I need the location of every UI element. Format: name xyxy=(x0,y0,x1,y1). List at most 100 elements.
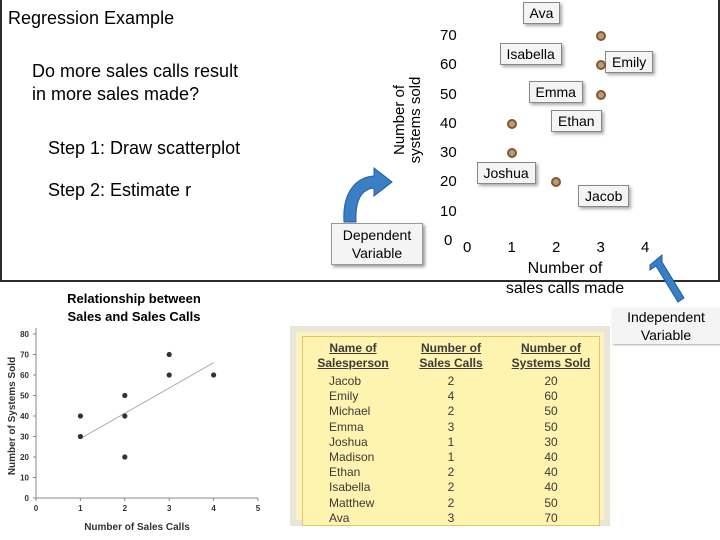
table-cell-r3-c2: 50 xyxy=(544,419,558,434)
slide-question: Do more sales calls result in more sales… xyxy=(32,61,239,104)
main-y-tick-20: 20 xyxy=(440,173,457,191)
main-point-label-ethan: Ethan xyxy=(551,109,602,132)
mini-point-5 xyxy=(166,372,172,378)
table-header-1: Number of Sales Calls xyxy=(419,341,483,370)
mini-y-tick-70: 70 xyxy=(20,351,29,360)
table-cell-r0-c1: 2 xyxy=(447,374,455,388)
table-cell-r6-c2: 40 xyxy=(544,465,558,480)
mini-y-axis-label: Number of Systems Sold xyxy=(7,357,18,475)
mini-scatter-chart: 0 10 20 30 40 50 60 70 80 0 1 2 3 4 5 Number of Sales C… xyxy=(7,328,261,533)
table-cell-r2-c2: 50 xyxy=(544,404,558,419)
table-cell-r5-c0: Madison xyxy=(329,450,375,464)
dependent-variable-callout: Dependent Variable xyxy=(331,223,423,265)
main-point-joshua xyxy=(506,148,517,159)
mini-point-4 xyxy=(122,392,128,399)
slide-border-bottom xyxy=(0,280,720,282)
slide-border-right xyxy=(718,0,720,282)
main-point-label-isabella: Isabella xyxy=(499,43,562,66)
step-2: Step 2: Estimate r xyxy=(48,180,192,200)
main-point-label-joshua: Joshua xyxy=(476,162,536,185)
main-point-label-emily: Emily xyxy=(605,51,654,74)
table-cell-r9-c2: 70 xyxy=(544,510,558,525)
main-point-label-emma: Emma xyxy=(528,80,583,103)
main-y-tick-60: 60 xyxy=(440,56,457,74)
table-cell-r4-c0: Joshua xyxy=(329,434,368,449)
step-1: Step 1: Draw scatterplot xyxy=(48,138,241,158)
main-y-tick-50: 50 xyxy=(440,85,457,103)
mini-x-tick-4: 4 xyxy=(211,504,216,513)
table-header-2: Number of Systems Sold xyxy=(511,341,591,370)
mini-y-tick-10: 10 xyxy=(20,474,29,483)
sales-data-table: Name of Salesperson Number of Sales Calls… xyxy=(290,326,610,526)
main-x-tick-1: 1 xyxy=(507,239,516,256)
table-cell-r5-c2: 40 xyxy=(544,450,558,464)
table-cell-r7-c0: Isabella xyxy=(329,480,371,495)
main-point-isabella xyxy=(595,60,606,71)
table-cell-r7-c2: 40 xyxy=(544,480,558,495)
main-y-tick-0: 0 xyxy=(444,232,453,249)
mini-y-tick-50: 50 xyxy=(20,392,29,401)
main-x-tick-4: 4 xyxy=(641,239,650,256)
main-y-tick-10: 10 xyxy=(440,202,457,220)
main-point-label-jacob: Jacob xyxy=(578,185,630,208)
table-cell-r9-c0: Ava xyxy=(329,510,350,525)
slide-title: Regression Example xyxy=(8,8,175,28)
main-x-tick-0: 0 xyxy=(463,239,472,256)
mini-y-tick-0: 0 xyxy=(25,494,30,503)
mini-point-7 xyxy=(211,372,217,378)
mini-x-tick-5: 5 xyxy=(256,504,261,513)
mini-y-tick-20: 20 xyxy=(20,453,29,462)
main-x-axis-label: Number of sales calls made xyxy=(505,260,625,297)
main-point-5 xyxy=(506,118,517,129)
table-cell-r4-c1: 1 xyxy=(447,434,455,449)
mini-y-tick-60: 60 xyxy=(20,371,29,380)
table-cell-r8-c2: 50 xyxy=(544,495,558,510)
table-cell-r4-c2: 30 xyxy=(544,434,558,449)
main-y-tick-40: 40 xyxy=(440,114,457,132)
mini-point-6 xyxy=(166,351,172,358)
main-point-emma xyxy=(595,89,606,100)
main-y-tick-30: 30 xyxy=(440,144,457,162)
mini-point-1 xyxy=(77,413,83,419)
mini-y-tick-30: 30 xyxy=(20,433,29,442)
table-cell-r5-c1: 1 xyxy=(447,450,455,464)
main-y-tick-70: 70 xyxy=(440,26,457,44)
main-point-jacob xyxy=(551,177,561,188)
mini-point-0 xyxy=(77,433,83,440)
main-y-axis-label: Number of systems sold xyxy=(391,76,424,164)
table-cell-r0-c2: 20 xyxy=(544,374,558,388)
mini-x-tick-2: 2 xyxy=(123,504,128,513)
table-cell-r7-c1: 2 xyxy=(447,480,455,495)
slide-border-left xyxy=(0,0,2,282)
main-point-label-ava: Ava xyxy=(522,1,561,24)
main-x-tick-2: 2 xyxy=(552,239,561,256)
table-cell-r0-c0: Jacob xyxy=(329,374,362,388)
table-cell-r2-c1: 2 xyxy=(447,404,455,419)
mini-chart-panel: Relationship between Sales and Sales Cal… xyxy=(0,282,268,540)
table-cell-r2-c0: Michael xyxy=(329,404,371,419)
mini-point-3 xyxy=(122,413,128,419)
mini-x-axis-label: Number of Sales Calls xyxy=(84,522,190,533)
table-cell-r6-c1: 2 xyxy=(447,465,455,480)
table-cell-r8-c1: 2 xyxy=(447,495,455,510)
table-cell-r9-c1: 3 xyxy=(447,510,455,525)
mini-x-tick-3: 3 xyxy=(167,504,172,513)
main-x-tick-3: 3 xyxy=(596,239,605,256)
mini-y-tick-40: 40 xyxy=(20,412,29,421)
table-cell-r1-c2: 60 xyxy=(544,389,558,404)
independent-variable-callout: Independent Variable xyxy=(612,308,720,344)
mini-chart-title: Relationship between Sales and Sales Cal… xyxy=(67,291,201,324)
mini-x-tick-1: 1 xyxy=(78,504,83,513)
main-point-ava xyxy=(595,30,606,41)
table-cell-r6-c0: Ethan xyxy=(329,465,361,480)
table-cell-r1-c0: Emily xyxy=(329,389,359,404)
table-cell-r3-c0: Emma xyxy=(329,419,364,434)
mini-trendline xyxy=(80,362,214,439)
table-cell-r1-c1: 4 xyxy=(447,389,455,404)
table-cell-r3-c1: 3 xyxy=(447,419,455,434)
mini-point-2 xyxy=(122,454,128,460)
mini-y-tick-80: 80 xyxy=(20,330,29,339)
table-cell-r8-c0: Matthew xyxy=(329,495,375,510)
table-body: Name of Salesperson Number of Sales Calls… xyxy=(302,336,600,526)
mini-x-tick-0: 0 xyxy=(34,504,39,513)
